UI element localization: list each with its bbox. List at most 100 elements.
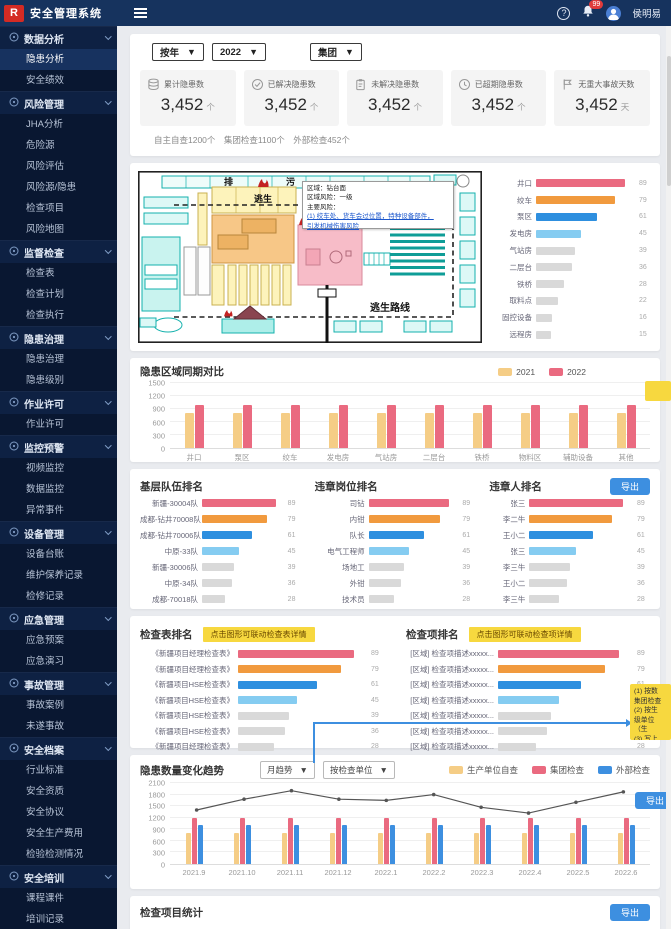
- bar-group[interactable]: [473, 783, 491, 864]
- bar[interactable]: [498, 727, 547, 736]
- legend-item[interactable]: 外部检查: [597, 764, 650, 776]
- bar[interactable]: [425, 833, 431, 864]
- bar[interactable]: [338, 404, 348, 448]
- data-point[interactable]: [337, 797, 341, 801]
- sidebar-group-作业许可[interactable]: 作业许可: [0, 391, 117, 414]
- bar[interactable]: [368, 499, 450, 507]
- bar[interactable]: [629, 825, 635, 864]
- sidebar-item-维护保养记录[interactable]: 维护保养记录: [26, 570, 84, 581]
- bar[interactable]: [238, 727, 285, 736]
- bar[interactable]: [341, 825, 347, 864]
- sidebar-item-风险评估[interactable]: 风险评估: [26, 161, 65, 172]
- bar-group[interactable]: [569, 783, 587, 864]
- avatar[interactable]: [606, 5, 622, 21]
- scrollbar[interactable]: [666, 26, 671, 929]
- bar[interactable]: [616, 413, 626, 448]
- bar[interactable]: [290, 404, 300, 448]
- tooltip-risk-link[interactable]: (1) 绞车处、货车会过位置，特种设备部件，: [307, 213, 434, 221]
- sidebar-group-监控预警[interactable]: 监控预警: [0, 435, 117, 458]
- bar[interactable]: [245, 825, 251, 864]
- legend-item[interactable]: 生产单位自查: [448, 764, 518, 776]
- sidebar-group-应急管理[interactable]: 应急管理: [0, 607, 117, 630]
- bar[interactable]: [498, 742, 537, 751]
- sidebar-item-隐患级别[interactable]: 隐患级别: [26, 375, 65, 386]
- bar[interactable]: [238, 680, 318, 689]
- bar[interactable]: [232, 413, 242, 448]
- bar[interactable]: [473, 833, 479, 864]
- sidebar-item-应急演习[interactable]: 应急演习: [26, 656, 65, 667]
- data-point[interactable]: [431, 792, 436, 797]
- bar[interactable]: [623, 817, 629, 864]
- sidebar-group-风险管理[interactable]: 风险管理: [0, 91, 117, 114]
- sidebar-group-数据分析[interactable]: 数据分析: [0, 26, 117, 49]
- sidebar-item-安全绩效[interactable]: 安全绩效: [26, 75, 65, 86]
- scope-select[interactable]: 集团 ▼: [310, 43, 362, 61]
- data-point[interactable]: [621, 790, 626, 794]
- bar-group[interactable]: [184, 383, 204, 448]
- bar-group[interactable]: [472, 383, 492, 448]
- bar[interactable]: [202, 531, 253, 539]
- bar[interactable]: [529, 499, 623, 507]
- bar[interactable]: [431, 817, 437, 864]
- sidebar-item-隐患分析[interactable]: 隐患分析: [0, 49, 117, 70]
- notifications-button[interactable]: 99: [581, 0, 604, 23]
- bar-group[interactable]: [425, 783, 443, 864]
- bar[interactable]: [328, 413, 338, 448]
- sidebar-group-安全培训[interactable]: 安全培训: [0, 865, 117, 888]
- bar[interactable]: [575, 817, 581, 864]
- bar[interactable]: [568, 413, 578, 448]
- bar[interactable]: [368, 579, 402, 587]
- bar[interactable]: [280, 413, 290, 448]
- sidebar-item-检查表[interactable]: 检查表: [26, 268, 55, 279]
- tooltip-risk-link[interactable]: 引发机械伤害风险: [307, 222, 359, 230]
- bar[interactable]: [472, 413, 482, 448]
- bar[interactable]: [530, 404, 540, 448]
- bar-group[interactable]: [329, 783, 347, 864]
- bar[interactable]: [368, 531, 424, 539]
- sidebar-item-安全生产费用[interactable]: 安全生产费用: [26, 828, 84, 839]
- sidebar-item-JHA分析[interactable]: JHA分析: [26, 119, 63, 130]
- sidebar-group-设备管理[interactable]: 设备管理: [0, 521, 117, 544]
- bar[interactable]: [536, 330, 551, 339]
- bar[interactable]: [521, 833, 527, 864]
- menu-toggle-icon[interactable]: [134, 8, 147, 18]
- data-point[interactable]: [289, 788, 294, 793]
- bar[interactable]: [498, 696, 560, 705]
- bar[interactable]: [238, 696, 297, 705]
- legend-item[interactable]: 2022: [549, 367, 586, 377]
- help-icon[interactable]: ?: [557, 6, 571, 20]
- legend-item[interactable]: 集团检查: [531, 764, 584, 776]
- bar[interactable]: [185, 833, 191, 864]
- sidebar-item-异常事件[interactable]: 异常事件: [26, 505, 65, 516]
- bar-group[interactable]: [377, 783, 395, 864]
- bar[interactable]: [329, 833, 335, 864]
- sidebar-item-安全协议[interactable]: 安全协议: [26, 807, 65, 818]
- bar[interactable]: [242, 404, 252, 448]
- bar[interactable]: [281, 833, 287, 864]
- bar-group[interactable]: [617, 783, 635, 864]
- data-point[interactable]: [194, 808, 199, 812]
- sidebar-group-隐患治理[interactable]: 隐患治理: [0, 326, 117, 349]
- bar-group[interactable]: [616, 383, 636, 448]
- sidebar-item-应急预案[interactable]: 应急预案: [26, 635, 65, 646]
- bar[interactable]: [482, 404, 492, 448]
- bar[interactable]: [238, 742, 275, 751]
- bar[interactable]: [238, 711, 289, 720]
- bar[interactable]: [498, 680, 581, 689]
- bar[interactable]: [536, 179, 625, 188]
- sidebar-group-事故管理[interactable]: 事故管理: [0, 672, 117, 695]
- bar[interactable]: [202, 579, 232, 587]
- bar[interactable]: [202, 595, 226, 603]
- sidebar-item-行业标准[interactable]: 行业标准: [26, 765, 65, 776]
- data-point[interactable]: [384, 798, 389, 803]
- username[interactable]: 侯明易: [632, 9, 661, 20]
- sidebar-item-风险地图[interactable]: 风险地图: [26, 224, 65, 235]
- data-point[interactable]: [526, 811, 531, 815]
- bar-group[interactable]: [424, 383, 444, 448]
- sidebar-item-视频监控[interactable]: 视频监控: [26, 463, 65, 474]
- bar-group[interactable]: [232, 383, 252, 448]
- bar-group[interactable]: [280, 383, 300, 448]
- bar[interactable]: [233, 833, 239, 864]
- bar[interactable]: [202, 563, 235, 571]
- bar[interactable]: [536, 212, 597, 221]
